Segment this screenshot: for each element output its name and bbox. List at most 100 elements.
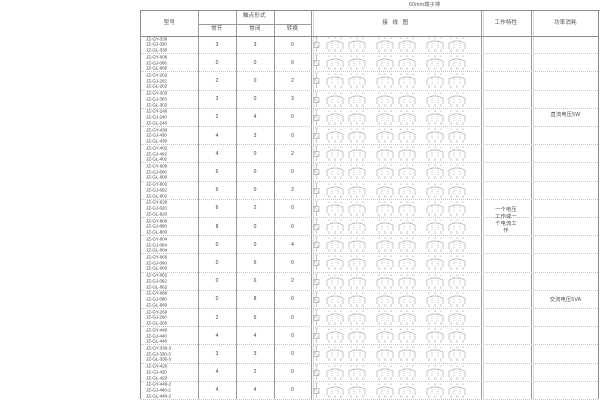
contact-count-no: 0 <box>215 259 219 266</box>
table-row[interactable]: JZ-GY-800 JZ-GJ-800 JZ-GL-800 8 0 0 11 11 12 13 11… <box>141 218 598 237</box>
svg-text:13: 13 <box>340 366 343 368</box>
svg-text:17: 17 <box>450 56 453 58</box>
svg-text:18: 18 <box>434 93 437 95</box>
wiring-diagram-cell: 11 11 12 13 11 12 13 14 15 16 14 15 16 17 18 11 17 18 11 <box>311 91 479 108</box>
svg-text:11: 11 <box>462 329 465 331</box>
wiring-diagram-cell: 11 11 12 13 11 12 13 14 15 16 14 15 16 17 18 11 17 18 11 <box>311 218 479 235</box>
svg-text:18: 18 <box>456 166 459 168</box>
table-row[interactable]: JZ-GY-600 JZ-GJ-600 JZ-GL-600 6 0 0 11 11 12 13 11… <box>141 163 598 182</box>
contact-count-nc: 2 <box>253 205 257 212</box>
svg-text:15: 15 <box>384 311 387 313</box>
svg-text:18: 18 <box>434 275 437 277</box>
svg-text:14: 14 <box>400 166 403 168</box>
svg-text:13: 13 <box>362 184 365 186</box>
wiring-diagram-cell: 11 11 12 13 11 12 13 14 15 16 14 15 16 17 18 11 17 18 11 <box>311 254 479 271</box>
model-number-cell: JZ-GY-600 JZ-GJ-600 JZ-GL-600 <box>146 163 168 180</box>
svg-text:12: 12 <box>356 348 359 350</box>
terminal-strip-caption: 60mm端子排 <box>409 2 441 8</box>
table-row[interactable]: JZ-GY-202 JZ-GJ-202 JZ-GL-202 2 0 2 11 11 12 13 11… <box>141 72 598 91</box>
svg-text:17: 17 <box>450 384 453 386</box>
svg-text:16: 16 <box>412 75 415 77</box>
table-row[interactable]: JZ-GY-330 JZ-GJ-330 JZ-GL-330 3 3 0 11 11 12 13 11… <box>141 36 598 55</box>
svg-text:11: 11 <box>315 91 318 94</box>
svg-text:18: 18 <box>434 147 437 149</box>
svg-text:16: 16 <box>390 147 393 149</box>
svg-text:12: 12 <box>356 56 359 58</box>
svg-text:12: 12 <box>334 238 337 240</box>
table-row[interactable]: JZ-GY-303 JZ-GJ-303 JZ-GL-303 3 0 3 11 11 12 13 11… <box>141 91 598 109</box>
svg-text:17: 17 <box>450 275 453 277</box>
table-row[interactable]: JZ-GY-602 JZ-GJ-602 JZ-GL-602 6 0 2 11 11 12 13 11… <box>141 182 598 200</box>
svg-text:13: 13 <box>340 147 343 149</box>
table-row[interactable]: JZ-GY-006 JZ-GJ-006 JZ-GL-006 0 0 6 11 11 12 13 11… <box>141 54 598 73</box>
svg-text:16: 16 <box>412 38 415 40</box>
svg-text:14: 14 <box>378 257 381 259</box>
wiring-diagram-cell: 11 11 12 13 11 12 13 14 15 16 14 15 16 17 18 11 17 18 11 <box>311 273 479 290</box>
svg-text:15: 15 <box>406 366 409 368</box>
svg-text:12: 12 <box>356 366 359 368</box>
table-row[interactable]: JZ-GY-420 JZ-GJ-420 JZ-GL-420 4 2 0 11 11 12 13 11… <box>141 364 598 382</box>
model-number-cell: JZ-GY-080 JZ-GJ-080 JZ-GL-080 <box>146 290 168 308</box>
svg-text:15: 15 <box>384 257 387 259</box>
contact-count-no: 0 <box>215 59 219 66</box>
svg-text:14: 14 <box>400 75 403 77</box>
table-row[interactable]: JZ-GY-240 JZ-GJ-240 JZ-GL-240 2 4 0 11 11 12 13 11… <box>141 109 598 127</box>
contact-count-no: 6 <box>215 205 219 212</box>
contact-count-no: 6 <box>215 168 219 175</box>
table-row[interactable]: JZ-GY-062 JZ-GJ-062 JZ-GL-062 0 6 2 11 11 12 13 11… <box>141 273 598 291</box>
svg-text:12: 12 <box>334 384 337 386</box>
svg-text:11: 11 <box>315 254 318 257</box>
table-row[interactable]: JZ-GY-330-3 JZ-GJ-330-3 JZ-GL-330-3 3 3 0 11 11… <box>141 345 598 364</box>
svg-text:11: 11 <box>350 56 353 58</box>
svg-text:11: 11 <box>440 75 443 77</box>
svg-text:11: 11 <box>462 75 465 77</box>
svg-text:11: 11 <box>440 202 443 204</box>
svg-text:11: 11 <box>328 129 331 131</box>
table-row[interactable]: JZ-GY-260 JZ-GJ-260 JZ-GL-260 2 6 0 11 11 12 13 11… <box>141 309 598 328</box>
svg-text:18: 18 <box>434 75 437 77</box>
contact-count-nc: 3 <box>253 41 257 48</box>
svg-text:11: 11 <box>350 275 353 277</box>
svg-text:14: 14 <box>378 38 381 40</box>
table-row[interactable]: JZ-GY-402 JZ-GJ-402 JZ-GL-402 4 0 2 11 11 12 13 11… <box>141 145 598 164</box>
table-row[interactable]: JZ-GY-430 JZ-GJ-430 JZ-GL-430 4 3 0 11 11 12 13 11… <box>141 127 598 146</box>
svg-text:16: 16 <box>390 257 393 259</box>
svg-text:14: 14 <box>400 293 403 295</box>
svg-text:11: 11 <box>440 111 443 113</box>
svg-text:16: 16 <box>412 129 415 131</box>
svg-text:14: 14 <box>400 238 403 240</box>
svg-text:14: 14 <box>378 329 381 331</box>
svg-text:11: 11 <box>350 184 353 186</box>
svg-text:14: 14 <box>378 366 381 368</box>
svg-text:18: 18 <box>434 166 437 168</box>
contact-count-co: 0 <box>291 41 294 48</box>
svg-text:17: 17 <box>450 348 453 350</box>
svg-text:14: 14 <box>400 111 403 113</box>
svg-text:11: 11 <box>328 384 331 386</box>
svg-text:16: 16 <box>412 202 415 204</box>
table-row[interactable]: JZ-GY-060 JZ-GJ-060 JZ-GL-060 0 6 0 11 11 12 13 11… <box>141 254 598 273</box>
svg-text:13: 13 <box>362 220 365 222</box>
table-row[interactable]: JZ-GY-620 JZ-GJ-620 JZ-GL-620 6 2 0 11 11 12 13 11… <box>141 200 598 218</box>
table-row[interactable]: JZ-GY-440 JZ-GJ-440 JZ-GL-440 4 4 0 11 11 12 13 11… <box>141 327 598 346</box>
svg-text:13: 13 <box>362 166 365 168</box>
svg-text:13: 13 <box>362 202 365 204</box>
table-row[interactable]: JZ-GY-440-2 JZ-GJ-440-2 JZ-GL-440-2 4 4 0 11 11… <box>141 382 598 400</box>
svg-text:16: 16 <box>412 275 415 277</box>
table-row[interactable]: JZ-GY-004 JZ-GJ-004 JZ-GL-004 0 0 4 11 11 12 13 11… <box>141 236 598 255</box>
svg-text:11: 11 <box>315 291 318 294</box>
wiring-diagram-cell: 11 11 12 13 11 12 13 14 15 16 14 15 16 17 18 11 17 18 11 <box>311 72 479 89</box>
svg-text:14: 14 <box>378 184 381 186</box>
contact-count-no: 0 <box>215 241 219 248</box>
wiring-diagram-cell: 11 11 12 13 11 12 13 14 15 16 14 15 16 17 18 11 17 18 11 <box>311 163 479 180</box>
svg-text:11: 11 <box>315 109 318 112</box>
contact-count-co: 2 <box>291 150 294 157</box>
svg-text:16: 16 <box>390 220 393 222</box>
svg-text:12: 12 <box>334 311 337 313</box>
table-row[interactable]: JZ-GY-080 JZ-GJ-080 JZ-GL-080 0 8 0 11 11 12 13 11… <box>141 291 598 309</box>
svg-text:18: 18 <box>456 348 459 350</box>
svg-text:12: 12 <box>356 202 359 204</box>
svg-text:16: 16 <box>390 329 393 331</box>
specification-table: 型号 触点形式 常开 常闭 转换 接 线 图 工作特性 功率消耗 JZ-GY-3… <box>140 10 599 400</box>
svg-text:14: 14 <box>378 166 381 168</box>
